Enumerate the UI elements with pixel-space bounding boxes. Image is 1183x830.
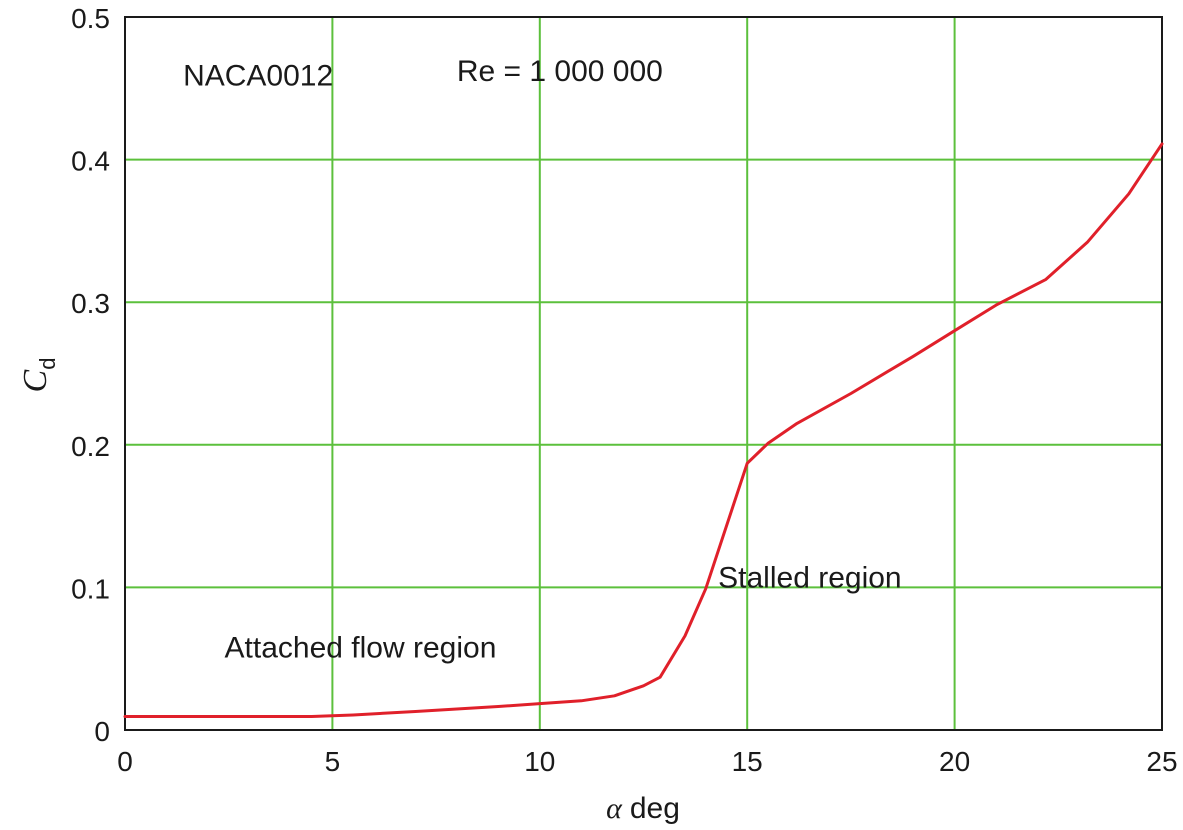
y-axis-subscript: d [35,358,60,370]
y-tick-label: 0.2 [71,431,110,462]
y-tick-label: 0.1 [71,573,110,604]
cd-series-line [123,142,1164,718]
chart-annotation: Attached flow region [225,631,497,664]
y-axis-main: C [17,369,54,392]
annotations: NACA0012 Re = 1 000 000 Stalled region Atta… [183,55,902,664]
plot-background [125,17,1162,730]
grid [125,17,1162,730]
y-tick-label: 0 [94,716,110,747]
x-tick-label: 10 [524,746,555,777]
plot-frame [124,16,1163,731]
x-axis-symbol: α [606,792,623,825]
series-layer [123,142,1164,718]
x-axis-label: α deg [606,792,680,825]
x-tick-label: 5 [325,746,341,777]
chart-annotation: NACA0012 [183,59,333,92]
y-axis-label: Cd [17,358,60,393]
x-axis-unit: deg [630,792,680,825]
y-tick-label: 0.3 [71,288,110,319]
chart-annotation: Stalled region [718,561,901,594]
x-tick-label: 25 [1146,746,1177,777]
chart-annotation: Re = 1 000 000 [457,55,663,88]
y-tick-label: 0.5 [71,3,110,34]
y-tick-label: 0.4 [71,146,110,177]
x-tick-label: 0 [117,746,133,777]
x-tick-label: 20 [939,746,970,777]
tick-labels: 0 5 10 15 20 25 0 0.1 0.2 0.3 0.4 0.5 [71,3,1178,777]
x-tick-label: 15 [732,746,763,777]
